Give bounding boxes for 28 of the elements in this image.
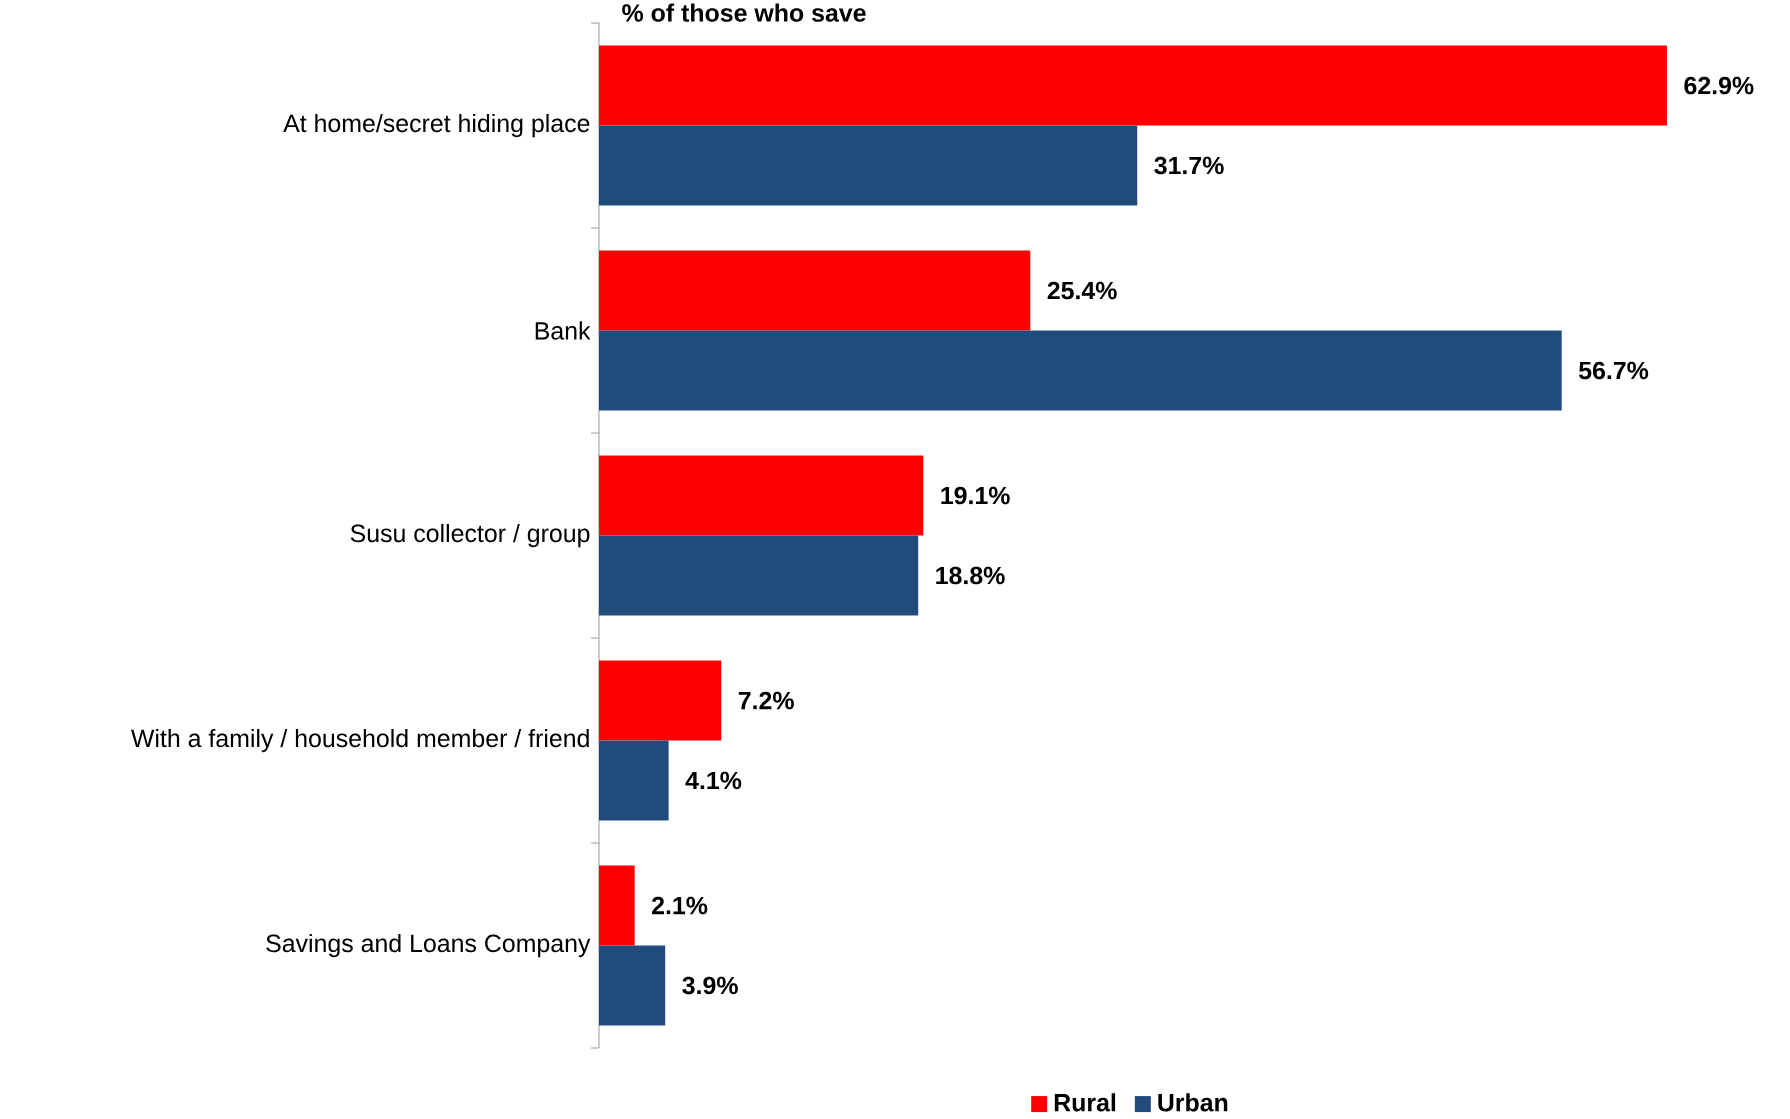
- data-label: 4.1%: [685, 771, 742, 790]
- data-label: 31.7%: [1154, 156, 1224, 175]
- y-tick-label: With a family / household member / friend: [131, 728, 589, 753]
- legend-label: Urban: [1158, 1093, 1228, 1112]
- bar: [599, 45, 1667, 126]
- legend-label: Rural: [1054, 1093, 1116, 1112]
- bar: [599, 250, 1031, 331]
- data-label: 19.1%: [941, 486, 1010, 505]
- y-tick-label: Susu collector / group: [350, 523, 590, 548]
- bar: [599, 455, 924, 536]
- bar: [599, 330, 1562, 411]
- data-label: 62.9%: [1684, 76, 1754, 95]
- data-label: 56.7%: [1578, 361, 1649, 380]
- y-tick-label: Savings and Loans Company: [266, 933, 591, 958]
- y-tick-label: Bank: [535, 321, 591, 340]
- data-label: 18.8%: [936, 566, 1005, 585]
- bar: [599, 865, 635, 946]
- bar: [599, 535, 919, 616]
- data-label: 7.2%: [738, 691, 794, 710]
- data-label: 25.4%: [1047, 281, 1117, 300]
- bar: [599, 740, 669, 821]
- bar: [599, 125, 1138, 206]
- bar: [599, 945, 666, 1026]
- bar: [599, 660, 722, 741]
- chart-title: % of those who save: [622, 3, 866, 22]
- data-label: 3.9%: [682, 976, 738, 995]
- y-tick-label: At home/secret hiding place: [283, 113, 590, 138]
- data-label: 2.1%: [652, 896, 708, 915]
